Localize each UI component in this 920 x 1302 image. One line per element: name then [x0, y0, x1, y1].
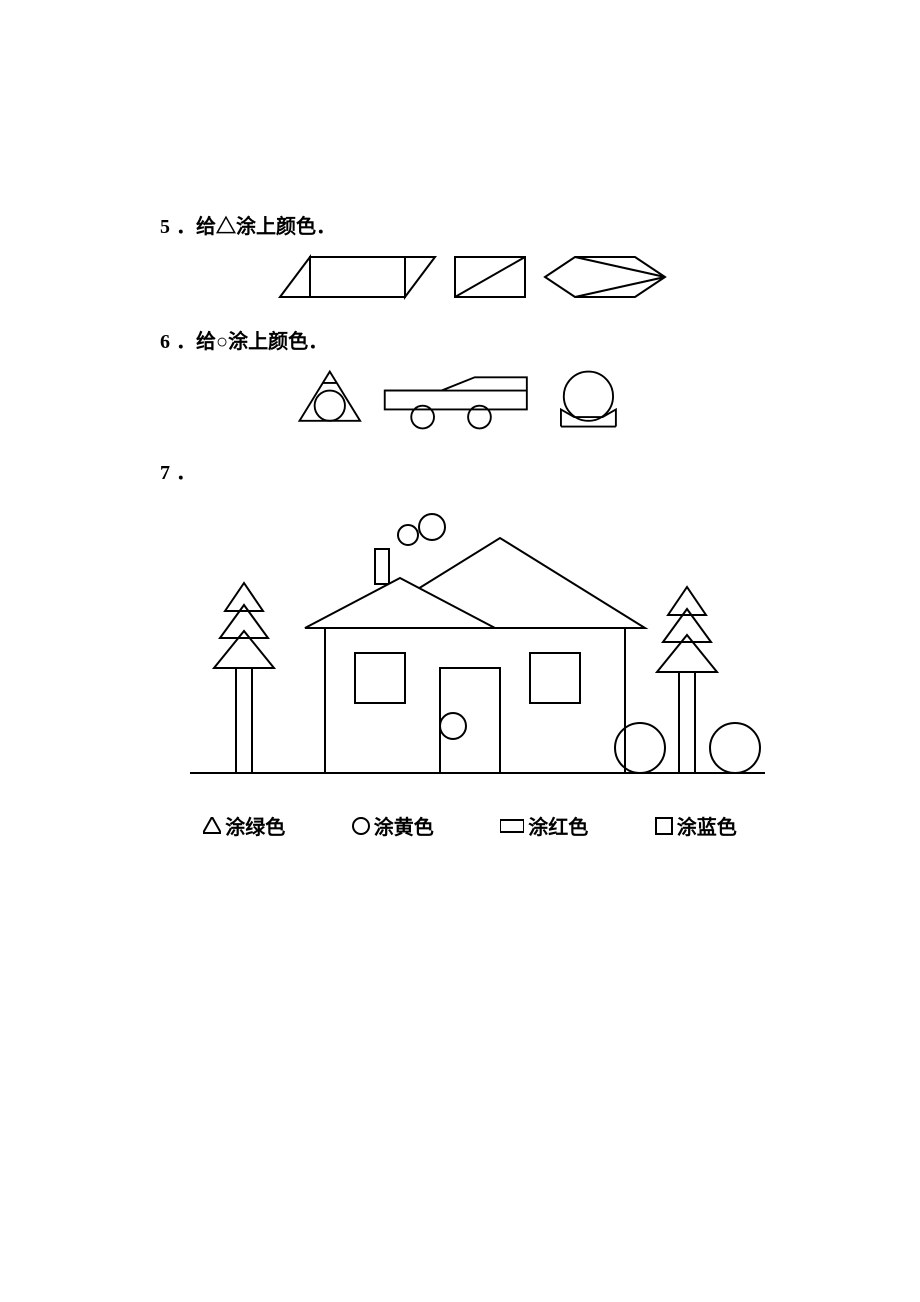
q7-number: 7	[160, 462, 170, 485]
triangle-icon	[203, 817, 221, 835]
legend-cir-label: 涂黄色	[374, 811, 434, 840]
q7-figure	[170, 493, 770, 793]
q5-number: 5	[160, 216, 170, 239]
legend-tri-label: 涂绿色	[225, 811, 285, 840]
legend-rect-long: 涂红色	[500, 811, 588, 840]
legend-circle: 涂黄色	[352, 811, 434, 840]
question-6: 6 ． 给○涂上颜色．	[160, 325, 780, 354]
circle-icon	[352, 817, 370, 835]
legend-rect-square: 涂蓝色	[655, 811, 737, 840]
legend-rectsq-label: 涂蓝色	[677, 811, 737, 840]
legend-rectlong-label: 涂红色	[528, 811, 588, 840]
rectangle-long-icon	[500, 817, 524, 835]
q5-text: 给△涂上颜色．	[196, 210, 336, 239]
q5-dot: ．	[176, 210, 196, 239]
q6-text: 给○涂上颜色．	[196, 325, 328, 354]
q7-legend: 涂绿色 涂黄色 涂红色 涂蓝色	[160, 811, 780, 840]
q6-number: 6	[160, 331, 170, 354]
q6-dot: ．	[176, 325, 196, 354]
legend-triangle: 涂绿色	[203, 811, 285, 840]
question-7: 7．	[160, 456, 780, 485]
rectangle-square-icon	[655, 817, 673, 835]
q6-figure	[290, 362, 650, 438]
question-5: 5 ． 给△涂上颜色．	[160, 210, 780, 239]
q5-figure	[270, 247, 670, 307]
q7-dot: ．	[176, 456, 196, 485]
